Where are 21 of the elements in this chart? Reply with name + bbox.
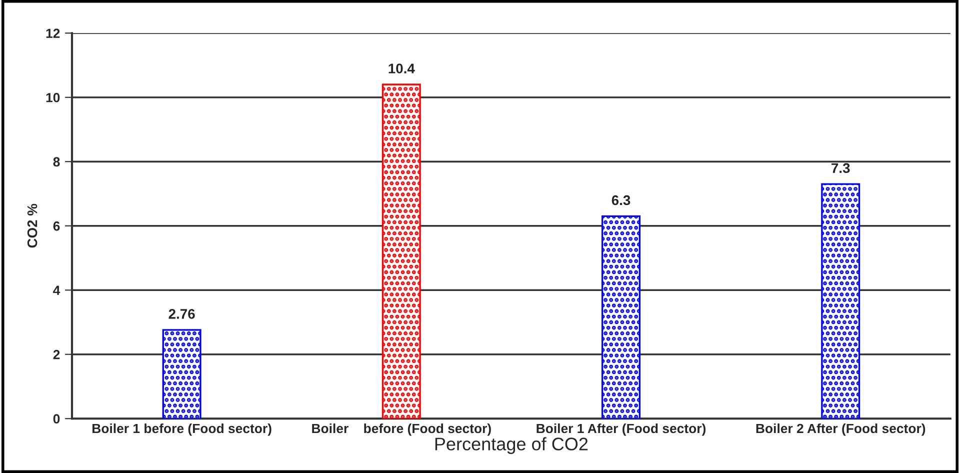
- y-tick-label: 8: [53, 157, 60, 167]
- x-tick-label: Boiler 1 After (Food sector): [536, 423, 706, 436]
- bar: [382, 84, 421, 419]
- y-tick-label: 2: [53, 350, 60, 360]
- x-tick-label: Boiler before (Food sector): [312, 423, 491, 436]
- bar: [821, 183, 860, 419]
- y-tick-label: 12: [46, 28, 60, 38]
- data-label: 2.76: [168, 309, 195, 319]
- data-label: 7.3: [832, 163, 850, 174]
- x-axis-title: Percentage of CO2: [435, 437, 588, 454]
- bar: [602, 215, 640, 419]
- x-tick-label: Boiler 2 After (Food sector): [756, 423, 926, 436]
- data-label: 10.4: [388, 64, 415, 74]
- y-axis-title: CO2 %: [27, 204, 38, 248]
- y-tick-label: 10: [46, 92, 60, 102]
- y-tick-label: 0: [53, 414, 60, 424]
- x-tick-label: Boiler 1 before (Food sector): [92, 423, 272, 436]
- y-tick-label: 6: [53, 221, 60, 231]
- data-label: 6.3: [612, 195, 630, 206]
- y-tick-label: 4: [53, 286, 60, 295]
- bar: [162, 329, 202, 419]
